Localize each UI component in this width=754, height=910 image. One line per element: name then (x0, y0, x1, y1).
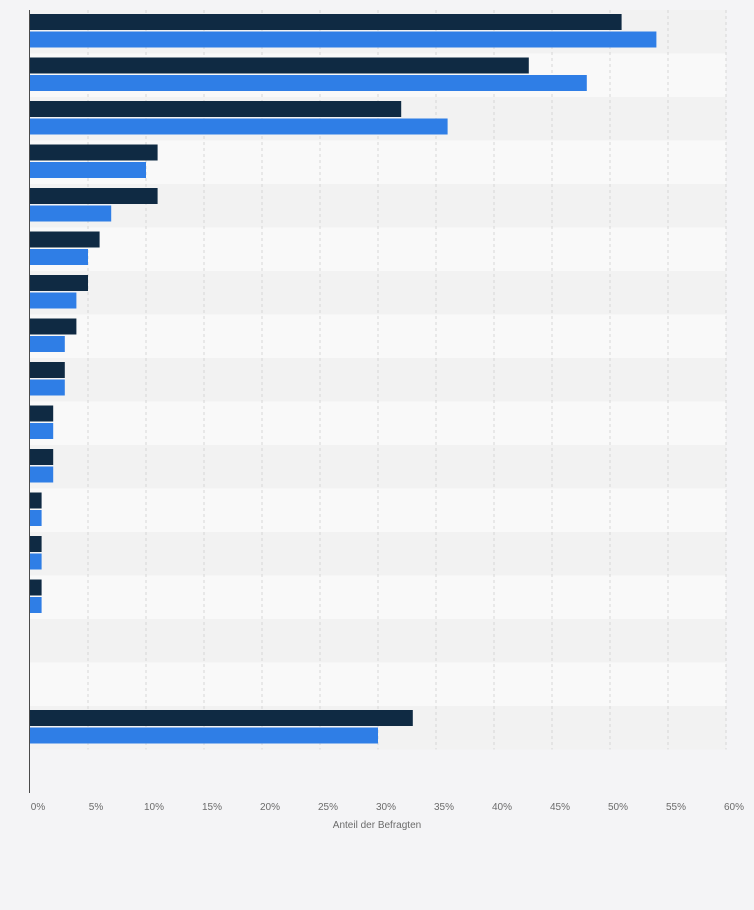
bar[interactable] (30, 379, 65, 396)
x-tick-label: 5% (89, 802, 104, 813)
bar[interactable] (30, 188, 158, 204)
x-tick-label: 20% (260, 802, 280, 813)
bar[interactable] (30, 144, 158, 161)
bar[interactable] (30, 553, 42, 570)
bar[interactable] (30, 710, 413, 726)
bar[interactable] (30, 292, 77, 309)
bar[interactable] (30, 336, 65, 352)
x-tick-label: 10% (144, 802, 164, 813)
x-tick-label: 50% (608, 802, 628, 813)
bar[interactable] (30, 162, 146, 178)
bar[interactable] (30, 727, 378, 744)
bar[interactable] (30, 31, 657, 48)
bar[interactable] (30, 423, 54, 439)
x-tick-label: 15% (202, 802, 222, 813)
x-tick-label: 25% (318, 802, 338, 813)
bar[interactable] (30, 75, 587, 91)
x-tick-label: 45% (550, 802, 570, 813)
bar[interactable] (30, 205, 112, 222)
bar[interactable] (30, 579, 42, 596)
bar[interactable] (30, 14, 622, 30)
x-tick-label: 55% (666, 802, 686, 813)
bar[interactable] (30, 275, 88, 291)
bar[interactable] (30, 510, 42, 526)
x-tick-label: 60% (724, 802, 744, 813)
bar[interactable] (30, 597, 42, 613)
bar[interactable] (30, 466, 54, 483)
bar[interactable] (30, 492, 42, 509)
bar[interactable] (30, 449, 54, 465)
x-axis-title: Anteil der Befragten (333, 820, 421, 831)
bar[interactable] (30, 362, 65, 378)
bar[interactable] (30, 405, 54, 422)
bar[interactable] (30, 536, 42, 552)
x-tick-label: 35% (434, 802, 454, 813)
bar[interactable] (30, 57, 529, 74)
bar[interactable] (30, 318, 77, 335)
x-tick-label: 40% (492, 802, 512, 813)
x-tick-label: 30% (376, 802, 396, 813)
bar[interactable] (30, 231, 100, 248)
bar[interactable] (30, 101, 402, 117)
bar[interactable] (30, 249, 88, 265)
bar[interactable] (30, 118, 448, 135)
x-tick-label: 0% (31, 802, 46, 813)
